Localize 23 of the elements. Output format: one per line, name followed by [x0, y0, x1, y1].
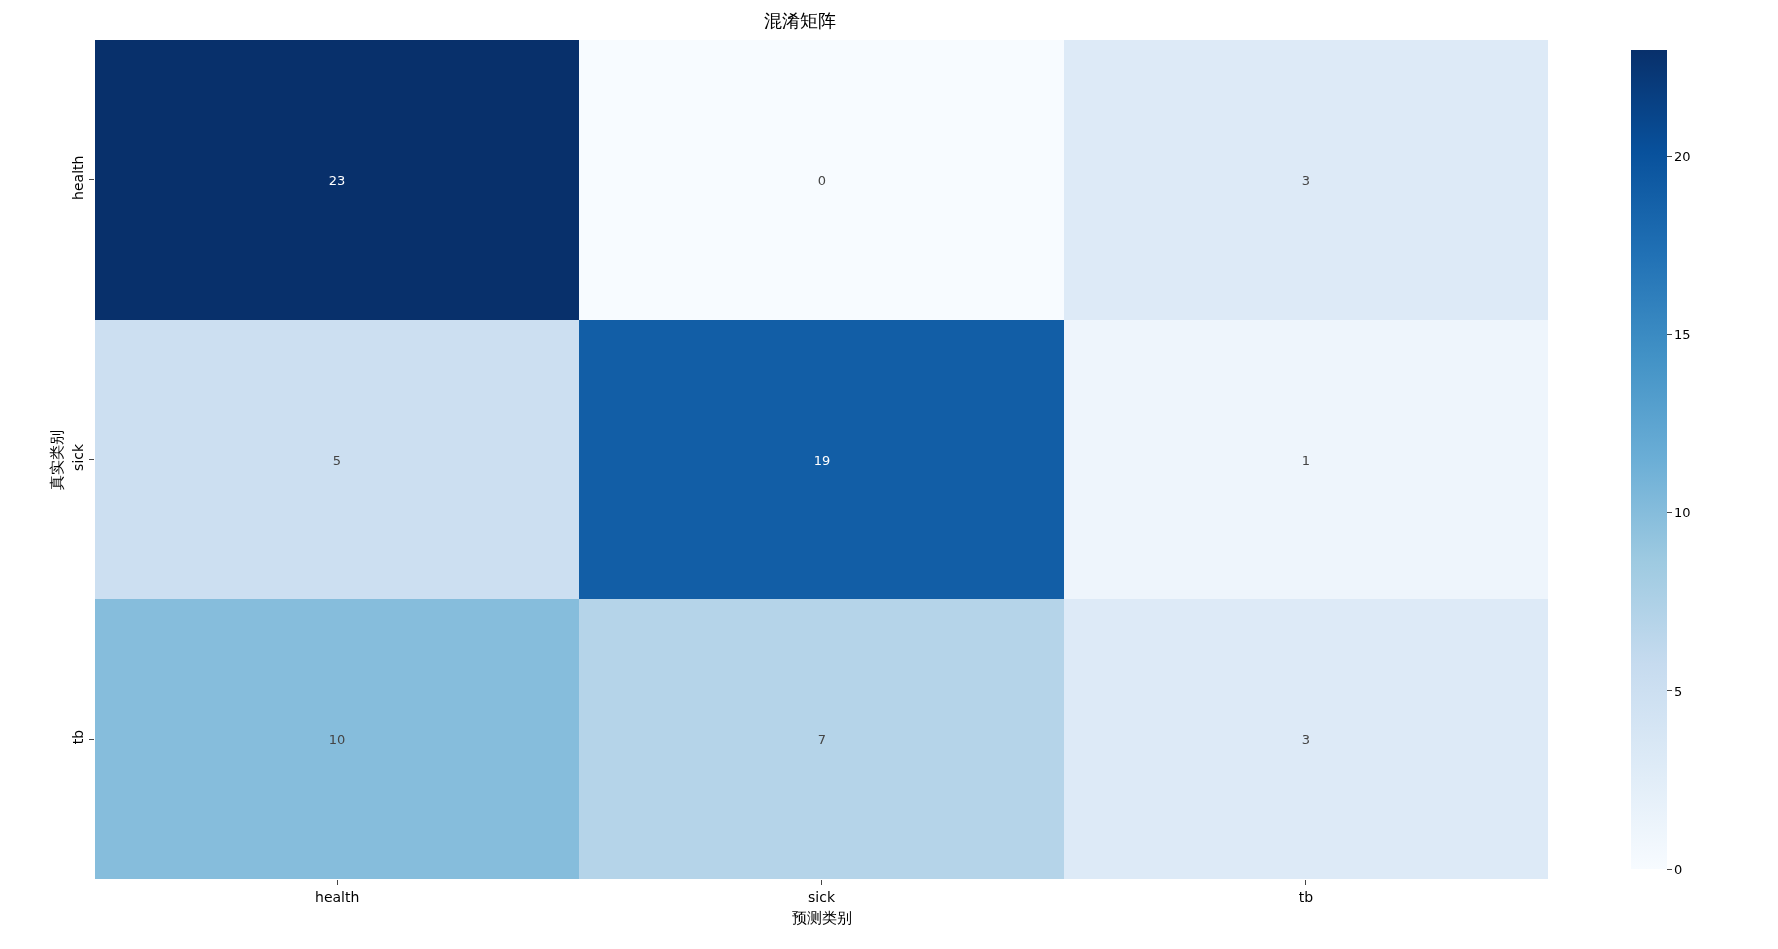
data-label: 3: [1301, 172, 1311, 188]
color-bar-label: 15: [1674, 327, 1691, 343]
data-label: 3: [1301, 731, 1311, 747]
y-axis-title: 真实类别: [47, 429, 66, 490]
color-bar-label: 5: [1674, 683, 1683, 699]
color-bar-label: 10: [1674, 505, 1691, 521]
x-tick-label: sick: [808, 888, 836, 905]
data-label: 1: [1301, 452, 1311, 468]
color-bar-label: 0: [1674, 861, 1683, 877]
y-tick-label: sick: [70, 443, 87, 471]
chart-title: 混淆矩阵: [764, 9, 837, 31]
y-tick-label: health: [70, 155, 87, 200]
data-label: 19: [813, 452, 831, 468]
data-label: 23: [328, 172, 346, 188]
x-tick-label: tb: [1298, 888, 1314, 905]
color-bar-label: 20: [1674, 149, 1691, 165]
data-label: 5: [332, 452, 342, 468]
y-tick-label: tb: [70, 729, 87, 745]
x-axis-title: 预测类别: [791, 908, 852, 927]
data-label: 0: [817, 172, 827, 188]
x-tick-label: health: [315, 888, 360, 905]
data-label: 10: [328, 731, 346, 747]
data-label: 7: [817, 731, 827, 747]
